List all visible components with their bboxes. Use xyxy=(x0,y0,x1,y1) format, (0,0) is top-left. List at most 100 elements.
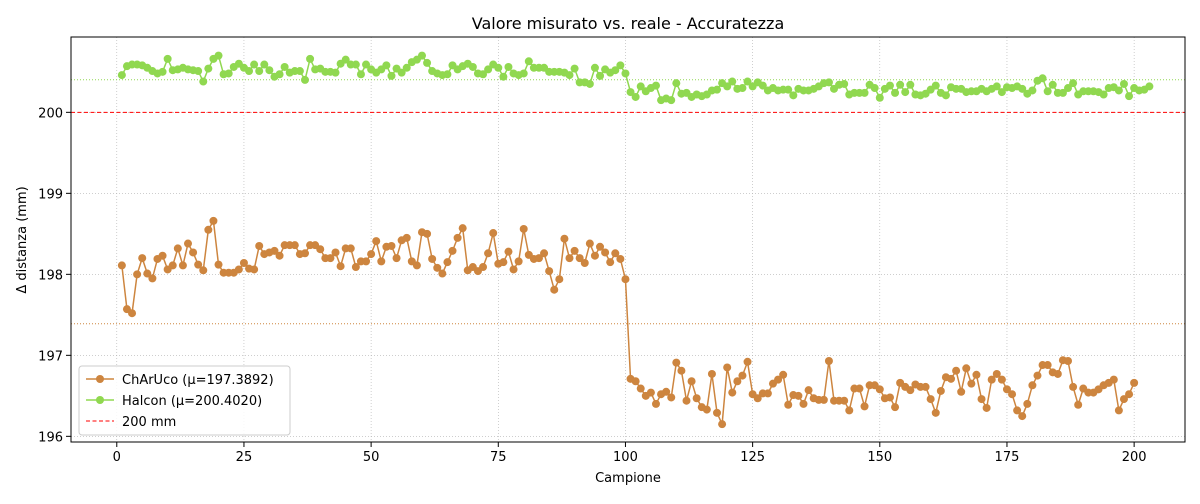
data-point xyxy=(1130,378,1139,387)
y-tick-label: 200 xyxy=(38,106,63,121)
plot-frame xyxy=(70,36,1186,443)
data-point xyxy=(509,265,518,274)
data-point xyxy=(468,62,477,71)
data-point xyxy=(885,393,894,402)
data-point xyxy=(534,254,543,263)
data-point xyxy=(621,69,630,78)
y-tick-label: 197 xyxy=(38,349,63,364)
data-point xyxy=(448,246,457,255)
data-point xyxy=(723,82,732,91)
data-point xyxy=(646,388,655,397)
data-point xyxy=(784,85,793,94)
data-point xyxy=(1109,375,1118,384)
data-point xyxy=(265,66,274,75)
data-point xyxy=(204,64,213,73)
legend-label-reference: 200 mm xyxy=(122,415,176,430)
data-point xyxy=(194,67,203,76)
data-point xyxy=(713,85,722,94)
data-point xyxy=(570,246,579,255)
y-axis-label: Δ distanza (mm) xyxy=(15,186,30,293)
legend: ChArUco (μ=197.3892) Halcon (μ=200.4020)… xyxy=(78,365,291,436)
data-point xyxy=(580,258,589,267)
data-point xyxy=(707,369,716,378)
data-point xyxy=(224,69,233,78)
data-point xyxy=(158,251,167,260)
data-point xyxy=(402,233,411,242)
y-tick-label: 196 xyxy=(38,430,63,445)
data-point xyxy=(306,54,315,63)
data-point xyxy=(590,63,599,72)
data-point xyxy=(875,385,884,394)
x-axis-label: Campione xyxy=(595,471,661,486)
data-point xyxy=(550,285,559,294)
data-point xyxy=(295,67,304,76)
data-point xyxy=(346,244,355,253)
x-tick-label: 50 xyxy=(363,450,380,465)
data-point xyxy=(1048,80,1057,89)
data-point xyxy=(1145,82,1154,91)
data-point xyxy=(133,270,142,279)
data-point xyxy=(824,78,833,87)
data-point xyxy=(234,265,243,274)
data-point xyxy=(753,394,762,403)
data-point xyxy=(702,405,711,414)
data-point xyxy=(957,387,966,396)
data-point xyxy=(926,395,935,404)
data-point xyxy=(860,402,869,411)
data-point xyxy=(906,386,915,395)
data-point xyxy=(519,224,528,233)
data-point xyxy=(799,399,808,408)
data-point xyxy=(397,68,406,77)
data-point xyxy=(1125,390,1134,399)
data-point xyxy=(1023,399,1032,408)
data-point xyxy=(173,244,182,253)
data-point xyxy=(443,70,452,79)
data-point xyxy=(636,384,645,393)
data-point xyxy=(590,251,599,260)
data-point xyxy=(906,80,915,89)
x-tick-label: 125 xyxy=(740,450,765,465)
data-point xyxy=(672,79,681,88)
legend-item-halcon: Halcon (μ=200.4020) xyxy=(86,394,262,409)
data-point xyxy=(484,249,493,258)
data-point xyxy=(952,366,961,375)
data-point xyxy=(1125,92,1134,101)
legend-label-halcon: Halcon (μ=200.4020) xyxy=(122,394,262,409)
data-point xyxy=(585,79,594,88)
data-point xyxy=(936,386,945,395)
data-point xyxy=(504,247,513,256)
data-point xyxy=(326,254,335,263)
data-point xyxy=(1069,382,1078,391)
data-point xyxy=(718,420,727,429)
data-point xyxy=(351,60,360,69)
data-point xyxy=(494,63,503,72)
data-point xyxy=(117,71,126,80)
x-tick-label: 175 xyxy=(995,450,1020,465)
data-point xyxy=(163,54,172,63)
data-point xyxy=(331,248,340,257)
data-point xyxy=(178,261,187,270)
data-point xyxy=(947,374,956,383)
data-point xyxy=(1013,406,1022,415)
data-point xyxy=(214,260,223,269)
data-point xyxy=(331,68,340,77)
data-point xyxy=(316,245,325,254)
data-point xyxy=(275,70,284,79)
data-point xyxy=(1114,406,1123,415)
data-point xyxy=(733,377,742,386)
data-point xyxy=(992,82,1001,91)
data-point xyxy=(1033,371,1042,380)
legend-box xyxy=(78,365,291,436)
data-point xyxy=(987,375,996,384)
data-point xyxy=(860,88,869,97)
data-point xyxy=(428,254,437,263)
data-point xyxy=(855,384,864,393)
data-point xyxy=(504,62,513,71)
data-point xyxy=(499,72,508,81)
data-point xyxy=(560,234,569,243)
data-point xyxy=(423,58,432,67)
data-point xyxy=(402,63,411,72)
data-point xyxy=(204,225,213,234)
data-point xyxy=(519,69,528,78)
data-point xyxy=(982,403,991,412)
